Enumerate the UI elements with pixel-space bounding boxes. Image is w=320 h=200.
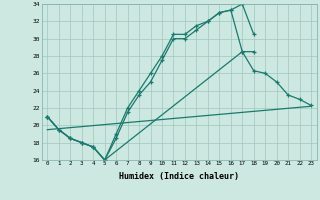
X-axis label: Humidex (Indice chaleur): Humidex (Indice chaleur) <box>119 172 239 181</box>
